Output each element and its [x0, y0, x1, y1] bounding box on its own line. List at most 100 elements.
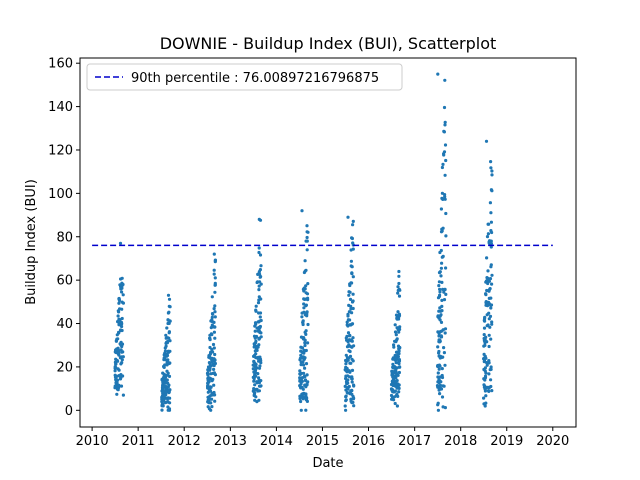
data-point	[489, 378, 493, 382]
data-point	[436, 296, 441, 300]
data-point	[348, 391, 352, 395]
data-point	[351, 292, 355, 296]
data-point	[489, 188, 493, 192]
data-point	[300, 379, 304, 384]
data-point	[163, 363, 167, 367]
data-point	[442, 298, 447, 302]
data-point	[303, 375, 307, 379]
data-point	[299, 360, 303, 364]
data-point	[304, 362, 309, 366]
y-axis-label: Buildup Index (BUI)	[24, 179, 39, 305]
data-point	[121, 301, 125, 305]
data-point	[346, 331, 351, 335]
data-point	[444, 234, 448, 238]
data-point	[113, 386, 117, 390]
legend-label: 90th percentile : 76.00897216796875	[131, 71, 379, 86]
data-point	[390, 397, 394, 401]
data-point	[253, 353, 257, 357]
data-point	[437, 378, 441, 382]
data-point	[253, 364, 257, 368]
data-point	[440, 229, 444, 233]
data-point	[166, 349, 170, 353]
data-point	[303, 366, 307, 370]
data-point	[210, 315, 214, 319]
data-point	[299, 399, 303, 404]
data-point	[438, 318, 442, 322]
data-point	[394, 333, 398, 337]
data-point	[485, 235, 490, 239]
data-point	[207, 376, 211, 380]
data-point	[350, 368, 355, 372]
data-point	[489, 229, 493, 233]
data-point	[163, 346, 167, 350]
data-point	[162, 353, 166, 357]
data-point	[257, 246, 261, 250]
data-point	[118, 374, 122, 378]
data-point	[165, 353, 170, 358]
data-point	[300, 315, 304, 319]
data-point	[258, 311, 263, 315]
data-point	[397, 358, 401, 362]
data-point	[210, 312, 215, 316]
data-point	[482, 402, 486, 406]
data-point	[397, 312, 401, 316]
data-point	[439, 266, 443, 270]
data-point	[213, 310, 217, 314]
data-point	[161, 385, 165, 389]
data-point	[440, 261, 444, 265]
data-point	[489, 160, 493, 164]
data-point	[440, 329, 444, 333]
x-axis-label: Date	[312, 456, 343, 471]
data-point	[258, 280, 262, 284]
data-point	[486, 232, 490, 236]
data-point	[350, 357, 354, 361]
data-point	[482, 356, 486, 360]
data-point	[213, 325, 217, 329]
data-point	[437, 271, 442, 275]
data-point	[298, 369, 302, 373]
data-point	[302, 306, 306, 310]
data-point	[396, 285, 400, 289]
data-point	[163, 393, 167, 397]
data-point	[396, 310, 400, 314]
data-point	[118, 377, 123, 381]
data-point	[302, 286, 306, 290]
data-point	[345, 390, 349, 395]
data-point	[437, 380, 441, 384]
y-tick-label: 0	[65, 404, 73, 419]
data-point	[345, 378, 349, 382]
data-point	[444, 158, 448, 163]
data-point	[257, 288, 261, 292]
data-point	[483, 374, 488, 378]
data-point	[120, 307, 124, 311]
y-tick-label: 160	[48, 57, 73, 72]
data-point	[344, 395, 348, 399]
data-point	[397, 317, 401, 321]
data-point	[440, 367, 444, 371]
data-point	[117, 319, 121, 323]
data-point	[396, 394, 400, 398]
data-point	[252, 342, 256, 346]
data-point	[208, 336, 212, 341]
data-point	[437, 349, 441, 354]
data-point	[165, 378, 169, 382]
data-point	[482, 377, 486, 381]
data-point	[120, 316, 124, 321]
data-point	[259, 359, 263, 363]
data-point	[393, 323, 397, 327]
data-point	[162, 372, 166, 376]
data-point	[121, 293, 125, 297]
x-tick-label: 2015	[306, 434, 339, 449]
data-point	[302, 310, 306, 314]
data-point	[252, 345, 256, 349]
data-point	[255, 380, 259, 384]
data-point	[393, 389, 397, 393]
data-point	[300, 392, 304, 396]
data-point	[161, 380, 165, 384]
data-point	[440, 373, 444, 378]
data-point	[484, 394, 488, 398]
data-point	[211, 350, 215, 354]
data-point	[349, 361, 353, 365]
data-point	[162, 398, 166, 403]
data-point	[299, 335, 304, 339]
